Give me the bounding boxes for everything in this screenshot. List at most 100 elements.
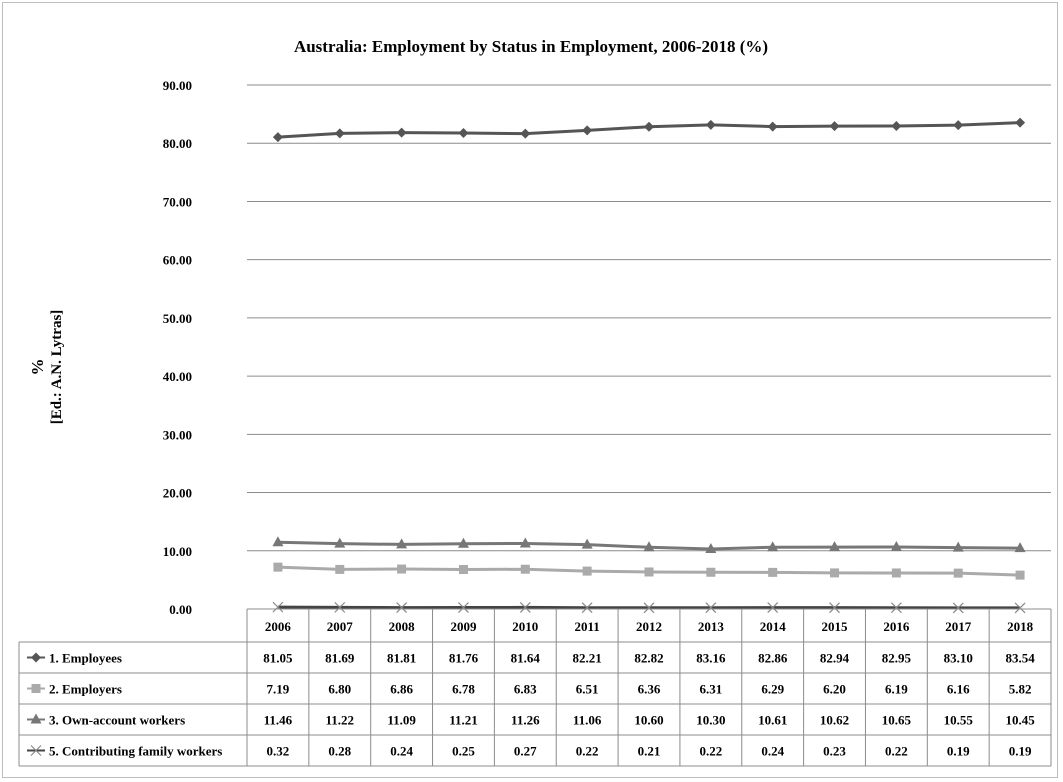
data-point: [767, 121, 778, 132]
data-point: [768, 567, 778, 577]
data-point: [519, 602, 531, 613]
data-label: 0.19: [1009, 744, 1032, 759]
data-label: 6.36: [638, 682, 661, 697]
data-point: [1014, 542, 1026, 553]
data-label: 11.22: [325, 713, 354, 728]
data-point: [1015, 117, 1026, 128]
data-label: 6.31: [699, 682, 722, 697]
data-point: [458, 127, 469, 138]
data-label: 11.09: [387, 713, 416, 728]
data-point: [644, 121, 654, 132]
data-label: 10.55: [944, 713, 974, 728]
y-tick-label: 20.00: [163, 486, 192, 501]
data-point: [891, 568, 901, 578]
data-point: [890, 602, 902, 614]
series-1: [272, 117, 1026, 143]
data-label: 82.95: [882, 651, 912, 666]
data-label: 0.24: [761, 744, 784, 759]
data-point: [891, 121, 902, 132]
data-table: 2006 2007 2008 2009 2010 2011 2012 2013 2014 2015…: [18, 608, 1052, 767]
y-tick-label: 90.00: [163, 78, 192, 93]
data-point: [334, 601, 346, 613]
data-label: 0.24: [390, 744, 413, 759]
y-tick-label: 40.00: [163, 369, 192, 384]
data-point: [334, 128, 345, 139]
data-label: 0.23: [823, 744, 846, 759]
data-label: 81.05: [263, 651, 293, 666]
legend-label: 5. Contributing family workers: [49, 744, 222, 759]
data-label: 81.69: [325, 651, 355, 666]
data-point: [581, 538, 593, 549]
data-label: 11.06: [573, 713, 602, 728]
data-label: 10.65: [882, 713, 912, 728]
data-point: [31, 684, 41, 693]
data-label: 83.16: [696, 651, 726, 666]
data-label: 0.22: [699, 744, 722, 759]
data-label: 0.28: [328, 744, 351, 759]
series-2: [273, 562, 1025, 580]
data-point: [458, 602, 469, 613]
legend-entry: 3. Own-account workers: [27, 713, 185, 728]
data-label: 6.16: [947, 682, 970, 697]
y-axis-label-line-2: [Ed.: A.N. Lytras]: [49, 310, 65, 425]
data-point: [582, 125, 593, 136]
data-label: 0.19: [947, 744, 970, 759]
data-point: [890, 540, 902, 551]
y-tick-label: 0.00: [169, 602, 192, 617]
data-label: 0.32: [267, 744, 290, 759]
data-point: [334, 537, 346, 548]
x-tick-label: 2017: [945, 619, 972, 634]
data-point: [396, 538, 408, 549]
data-point: [582, 566, 592, 576]
x-tick-label: 2007: [327, 619, 354, 634]
data-label: 0.22: [885, 744, 908, 759]
data-label: 6.29: [761, 682, 784, 697]
data-point: [1014, 602, 1026, 614]
data-point: [705, 602, 717, 614]
data-label: 10.62: [820, 713, 849, 728]
data-point: [396, 127, 407, 138]
data-point: [272, 132, 283, 143]
data-label: 83.10: [944, 651, 973, 666]
data-point: [705, 119, 716, 130]
data-point: [829, 541, 841, 552]
data-label: 6.51: [576, 682, 599, 697]
y-tick-label: 60.00: [163, 253, 192, 268]
data-label: 10.60: [634, 713, 663, 728]
legend-entry: 5. Contributing family workers: [27, 744, 222, 759]
y-axis-label: % [Ed.: A.N. Lytras]: [28, 310, 65, 425]
x-tick-label: 2016: [883, 619, 910, 634]
data-point: [953, 120, 964, 131]
data-label: 11.46: [264, 713, 293, 728]
series-4: [272, 601, 1026, 614]
legend-label: 3. Own-account workers: [49, 713, 185, 728]
data-point: [458, 565, 468, 575]
data-label: 0.22: [576, 744, 599, 759]
data-label: 11.26: [511, 713, 540, 728]
data-point: [520, 564, 530, 574]
data-point: [520, 128, 531, 139]
series-lines: [272, 117, 1026, 614]
data-label: 0.21: [638, 744, 661, 759]
gridlines: [247, 84, 1051, 610]
data-label: 82.82: [634, 651, 663, 666]
data-label: 82.94: [820, 651, 850, 666]
x-tick-label: 2013: [698, 619, 725, 634]
data-label: 6.19: [885, 682, 908, 697]
data-point: [705, 543, 717, 554]
data-point: [581, 602, 593, 614]
data-point: [952, 602, 964, 614]
y-tick-label: 10.00: [163, 544, 192, 559]
data-point: [644, 567, 654, 577]
data-point: [519, 537, 531, 548]
legend-label: 1. Employees: [49, 651, 122, 666]
data-label: 82.86: [758, 651, 788, 666]
data-label: 11.21: [449, 713, 478, 728]
data-label: 6.80: [328, 682, 351, 697]
data-point: [31, 652, 41, 663]
legend-entry: 2. Employers: [27, 682, 122, 697]
data-point: [272, 601, 284, 613]
data-label: 6.78: [452, 682, 475, 697]
data-label: 10.30: [696, 713, 725, 728]
data-label: 6.83: [514, 682, 537, 697]
